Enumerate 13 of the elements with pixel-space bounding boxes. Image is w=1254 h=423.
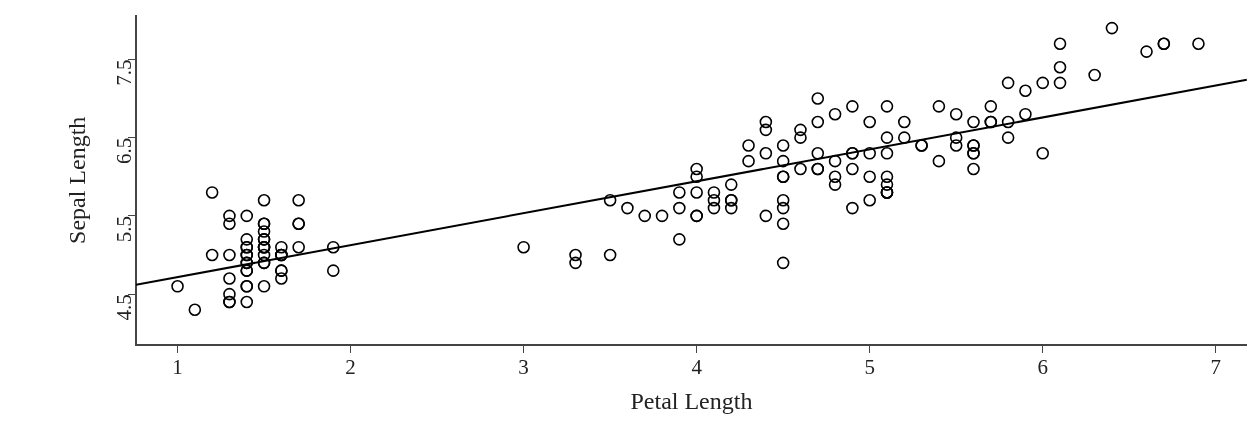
x-tick-label: 4 <box>691 355 703 380</box>
x-tick-label: 6 <box>1037 355 1048 380</box>
x-tick-label: 3 <box>518 355 529 380</box>
x-tick-label: 2 <box>345 355 356 380</box>
y-tick-label: 6.5 <box>111 137 136 164</box>
y-tick-label: 4.5 <box>111 294 136 321</box>
x-tick-label: 5 <box>864 355 875 380</box>
x-tick-label: 1 <box>172 355 183 380</box>
x-axis-title: Petal Length <box>630 387 753 414</box>
y-axis-title: Sepal Length <box>63 116 90 244</box>
y-tick-label: 5.5 <box>111 215 136 243</box>
y-tick-label: 7.5 <box>111 59 136 86</box>
x-tick-label: 7 <box>1210 355 1221 380</box>
